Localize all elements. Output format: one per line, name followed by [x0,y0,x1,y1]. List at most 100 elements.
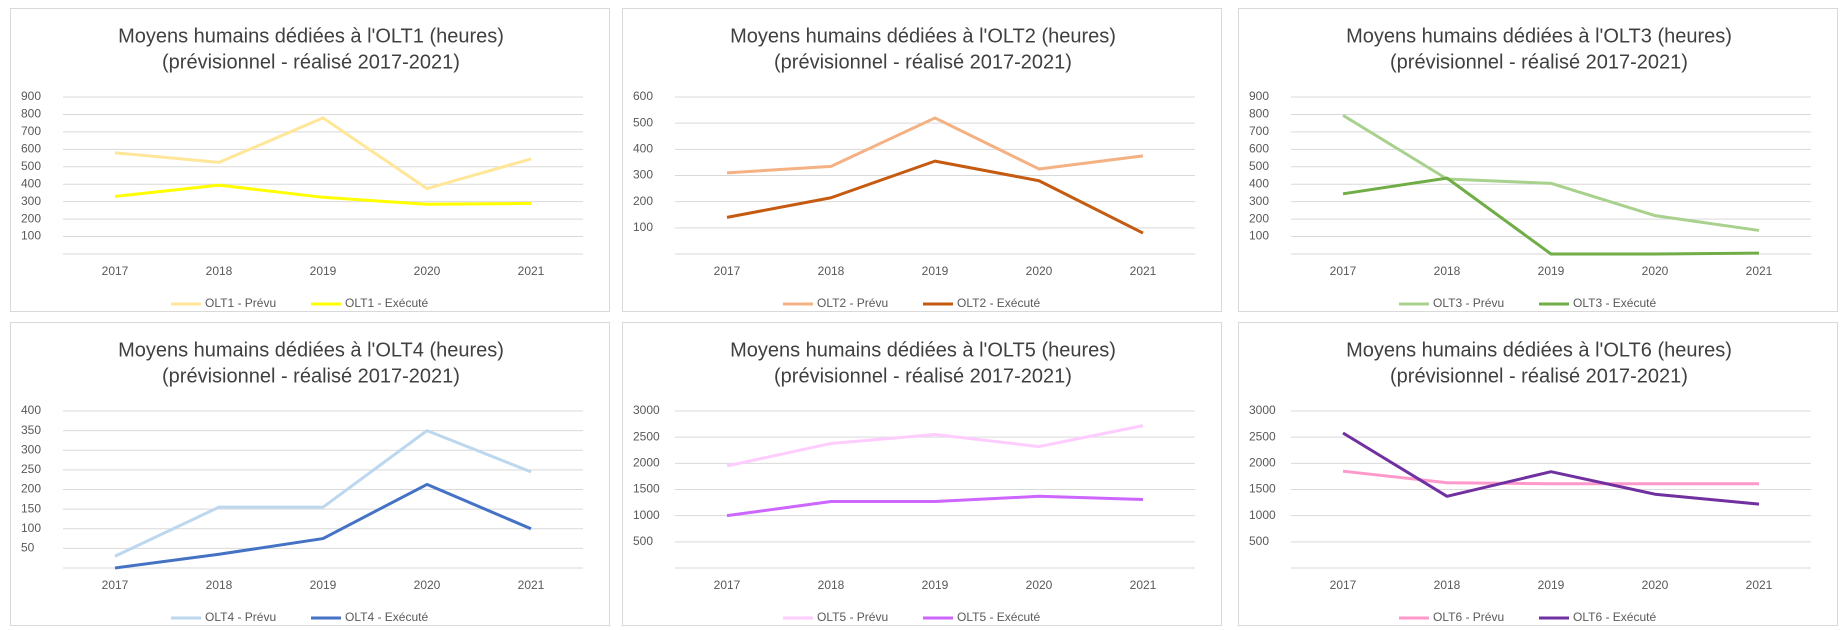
x-tick-label: 2021 [518,264,545,278]
x-tick-label: 2019 [310,264,337,278]
legend-label: OLT6 - Exécuté [1573,610,1656,624]
x-tick-label: 2019 [922,264,949,278]
series-line [1342,176,1760,256]
series-line [1342,431,1760,506]
x-tick-label: 2021 [1130,578,1157,592]
x-tick-label: 2017 [714,578,741,592]
y-tick-label: 200 [21,482,41,496]
y-tick-label: 500 [1249,534,1269,548]
legend-label: OLT4 - Prévu [205,610,276,624]
y-tick-label: 2500 [1249,429,1276,443]
y-tick-label: 600 [1249,142,1269,156]
chart: Moyens humains dédiées à l'OLT3 (heures)… [1249,25,1811,310]
y-tick-label: 100 [21,521,41,535]
y-tick-label: 400 [633,142,653,156]
chart-title: Moyens humains dédiées à l'OLT4 (heures) [118,339,504,361]
y-tick-label: 300 [633,168,653,182]
chart: Moyens humains dédiées à l'OLT1 (heures)… [21,25,583,310]
y-tick-label: 200 [1249,211,1269,225]
series-line [114,116,532,191]
x-tick-label: 2017 [1330,264,1357,278]
x-tick-label: 2017 [102,578,129,592]
x-tick-label: 2021 [1746,578,1773,592]
y-tick-label: 3000 [1249,403,1276,417]
y-tick-label: 100 [21,229,41,243]
chart-subtitle: (prévisionnel - réalisé 2017-2021) [774,365,1072,387]
legend-label: OLT1 - Exécuté [345,296,428,310]
legend-label: OLT3 - Prévu [1433,296,1504,310]
y-tick-label: 800 [1249,107,1269,121]
x-tick-label: 2017 [102,264,129,278]
x-tick-label: 2018 [818,264,845,278]
x-tick-label: 2021 [1746,264,1773,278]
legend-label: OLT5 - Prévu [817,610,888,624]
y-tick-label: 1500 [633,482,660,496]
chart-title: Moyens humains dédiées à l'OLT2 (heures) [730,25,1116,47]
y-tick-label: 600 [21,142,41,156]
y-tick-label: 700 [1249,124,1269,138]
y-tick-label: 300 [21,194,41,208]
chart-subtitle: (prévisionnel - réalisé 2017-2021) [774,51,1072,73]
series-line [726,159,1144,235]
x-tick-label: 2020 [1026,264,1053,278]
series-line [114,183,532,206]
y-tick-label: 1500 [1249,482,1276,496]
y-tick-label: 100 [1249,229,1269,243]
y-tick-label: 800 [21,107,41,121]
legend-label: OLT3 - Exécuté [1573,296,1656,310]
y-tick-label: 700 [21,124,41,138]
series-line [1342,114,1760,232]
x-tick-label: 2020 [1642,264,1669,278]
y-tick-label: 300 [1249,194,1269,208]
legend-label: OLT2 - Prévu [817,296,888,310]
chart-subtitle: (prévisionnel - réalisé 2017-2021) [162,51,460,73]
chart-panel: Moyens humains dédiées à l'OLT2 (heures)… [622,8,1222,312]
y-tick-label: 100 [633,220,653,234]
y-tick-label: 50 [21,541,35,555]
chart-panel: Moyens humains dédiées à l'OLT6 (heures)… [1238,322,1838,626]
y-tick-label: 500 [21,159,41,173]
chart-title: Moyens humains dédiées à l'OLT6 (heures) [1346,339,1732,361]
chart: Moyens humains dédiées à l'OLT6 (heures)… [1249,339,1811,624]
legend-label: OLT6 - Prévu [1433,610,1504,624]
y-tick-label: 500 [633,534,653,548]
y-tick-label: 200 [21,211,41,225]
series-line [726,116,1144,175]
x-tick-label: 2020 [414,264,441,278]
y-tick-label: 2500 [633,429,660,443]
chart-title: Moyens humains dédiées à l'OLT5 (heures) [730,339,1116,361]
legend-label: OLT1 - Prévu [205,296,276,310]
y-tick-label: 150 [21,501,41,515]
x-tick-label: 2018 [1434,264,1461,278]
series-line [114,429,532,558]
x-tick-label: 2018 [818,578,845,592]
x-tick-label: 2021 [1130,264,1157,278]
x-tick-label: 2021 [518,578,545,592]
series-line [726,494,1144,518]
legend-label: OLT2 - Exécuté [957,296,1040,310]
y-tick-label: 600 [633,89,653,103]
y-tick-label: 1000 [633,508,660,522]
legend-label: OLT5 - Exécuté [957,610,1040,624]
x-tick-label: 2019 [1538,578,1565,592]
series-line [114,482,532,570]
y-tick-label: 400 [21,403,41,417]
chart-title: Moyens humains dédiées à l'OLT1 (heures) [118,25,504,47]
chart: Moyens humains dédiées à l'OLT5 (heures)… [633,339,1195,624]
x-tick-label: 2018 [206,264,233,278]
y-tick-label: 2000 [1249,456,1276,470]
y-tick-label: 200 [633,194,653,208]
x-tick-label: 2019 [1538,264,1565,278]
chart-subtitle: (prévisionnel - réalisé 2017-2021) [1390,365,1688,387]
chart-panel: Moyens humains dédiées à l'OLT4 (heures)… [10,322,610,626]
x-tick-label: 2020 [414,578,441,592]
y-tick-label: 1000 [1249,508,1276,522]
x-tick-label: 2019 [922,578,949,592]
chart-title: Moyens humains dédiées à l'OLT3 (heures) [1346,25,1732,47]
y-tick-label: 400 [21,176,41,190]
x-tick-label: 2018 [1434,578,1461,592]
y-tick-label: 3000 [633,403,660,417]
x-tick-label: 2020 [1642,578,1669,592]
y-tick-label: 250 [21,462,41,476]
